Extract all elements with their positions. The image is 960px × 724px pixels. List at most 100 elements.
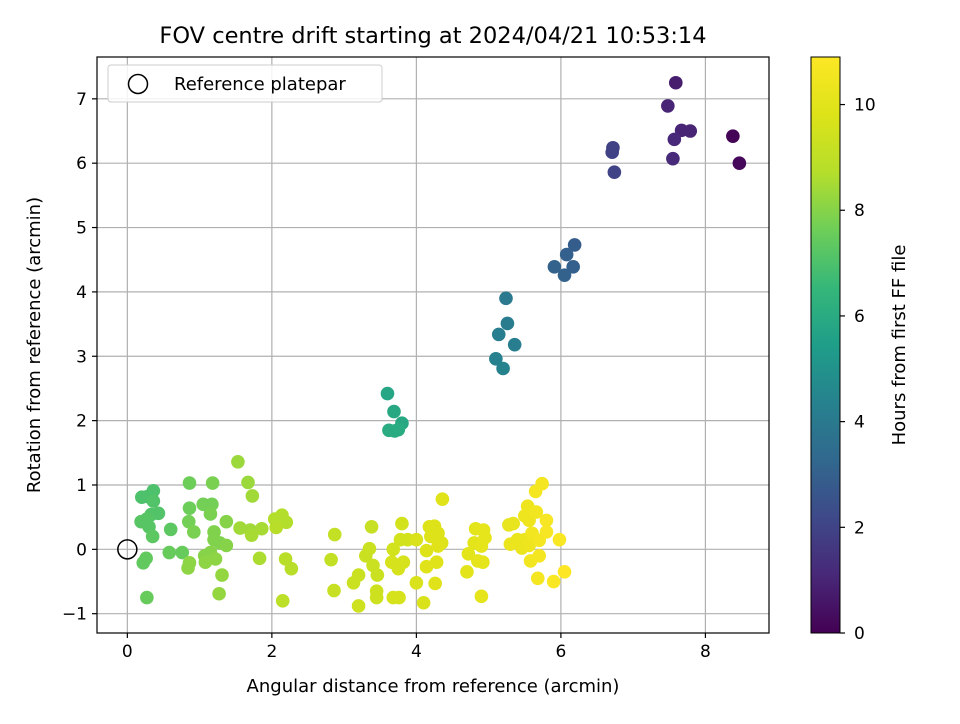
reference-platepar-marker bbox=[117, 539, 138, 560]
data-point bbox=[546, 574, 561, 589]
y-tick-label: −1 bbox=[62, 605, 87, 625]
data-point bbox=[726, 129, 740, 143]
data-point bbox=[522, 538, 536, 553]
data-point bbox=[496, 361, 510, 376]
data-point bbox=[181, 514, 196, 529]
chart-title: FOV centre drift starting at 2024/04/21 … bbox=[159, 23, 706, 49]
data-point bbox=[666, 151, 680, 166]
data-point bbox=[507, 337, 522, 352]
colorbar-bar bbox=[810, 56, 841, 634]
data-point bbox=[491, 327, 506, 342]
data-point bbox=[269, 520, 284, 535]
data-point bbox=[252, 551, 267, 566]
y-tick-label: 1 bbox=[76, 476, 87, 496]
data-point bbox=[429, 555, 444, 570]
data-point bbox=[244, 528, 259, 542]
x-tick-label: 8 bbox=[700, 642, 711, 662]
data-point bbox=[431, 539, 445, 553]
data-point bbox=[409, 532, 424, 547]
data-point bbox=[212, 586, 226, 601]
x-tick-label: 0 bbox=[122, 642, 133, 662]
y-axis-label: Rotation from reference (arcmin) bbox=[24, 197, 45, 493]
data-point bbox=[529, 505, 544, 519]
data-point bbox=[219, 538, 234, 553]
legend: Reference platepar bbox=[107, 64, 383, 103]
data-point bbox=[145, 529, 160, 544]
data-point bbox=[506, 516, 521, 531]
data-point bbox=[324, 552, 338, 567]
data-point bbox=[395, 516, 409, 531]
data-point bbox=[539, 513, 554, 528]
data-point bbox=[547, 260, 562, 274]
y-tick-label: 4 bbox=[76, 283, 87, 303]
data-point bbox=[362, 541, 377, 556]
plot-frame bbox=[96, 56, 770, 634]
data-point bbox=[552, 532, 567, 547]
colorbar-label: Hours from first FF file bbox=[889, 245, 910, 446]
data-point bbox=[219, 514, 234, 529]
data-point bbox=[163, 522, 178, 537]
data-point bbox=[419, 543, 434, 558]
data-point bbox=[175, 545, 190, 560]
legend-marker-icon bbox=[127, 73, 149, 95]
data-point bbox=[683, 124, 698, 138]
data-point bbox=[605, 145, 619, 160]
data-point bbox=[607, 165, 622, 179]
x-tick-label: 6 bbox=[555, 642, 566, 662]
data-point bbox=[478, 530, 492, 545]
data-point bbox=[387, 404, 401, 419]
data-point bbox=[661, 99, 675, 113]
data-point bbox=[231, 455, 245, 469]
data-point bbox=[254, 521, 269, 536]
data-point bbox=[667, 132, 682, 147]
data-point bbox=[146, 494, 161, 508]
data-point bbox=[489, 352, 503, 366]
data-point bbox=[187, 525, 201, 539]
data-point bbox=[567, 238, 582, 252]
x-tick-label: 4 bbox=[411, 642, 422, 662]
data-point bbox=[387, 424, 402, 438]
data-point bbox=[566, 260, 580, 274]
data-point bbox=[535, 476, 549, 491]
colorbar-tick-label: 0 bbox=[854, 624, 865, 644]
data-point bbox=[279, 515, 294, 530]
y-tick-label: 7 bbox=[76, 90, 87, 110]
data-point bbox=[182, 476, 197, 490]
data-point bbox=[181, 561, 195, 575]
data-point bbox=[419, 559, 434, 574]
data-point bbox=[327, 583, 341, 598]
data-point bbox=[135, 490, 149, 505]
colorbar-tick-label: 6 bbox=[854, 307, 865, 327]
y-tick-label: 5 bbox=[76, 219, 87, 239]
data-point bbox=[146, 483, 161, 498]
data-point bbox=[182, 501, 197, 515]
data-point bbox=[559, 247, 574, 262]
data-point bbox=[476, 555, 490, 570]
x-axis-ticks: 0 2 4 6 8 bbox=[122, 633, 711, 662]
data-point bbox=[380, 386, 395, 401]
data-point bbox=[391, 561, 406, 576]
data-point bbox=[370, 568, 385, 582]
data-point bbox=[364, 520, 379, 534]
colorbar-ticks: 0 2 4 6 8 10 bbox=[840, 96, 876, 644]
x-tick-label: 2 bbox=[266, 642, 277, 662]
x-axis-label: Angular distance from reference (arcmin) bbox=[247, 676, 620, 697]
colorbar-tick-label: 4 bbox=[854, 413, 865, 433]
data-point bbox=[233, 521, 247, 535]
data-point bbox=[241, 475, 255, 490]
data-point bbox=[460, 565, 474, 579]
data-point bbox=[428, 576, 442, 591]
data-point bbox=[416, 595, 431, 610]
data-point bbox=[530, 571, 545, 586]
colorbar-tick-label: 2 bbox=[854, 518, 865, 538]
data-point bbox=[668, 75, 683, 90]
data-point bbox=[557, 268, 572, 282]
data-point bbox=[203, 507, 218, 521]
legend-label: Reference platepar bbox=[174, 74, 346, 95]
y-tick-label: 3 bbox=[76, 347, 87, 367]
data-point bbox=[275, 594, 290, 608]
data-point bbox=[140, 590, 154, 605]
data-point bbox=[435, 492, 450, 506]
data-point bbox=[327, 527, 342, 542]
